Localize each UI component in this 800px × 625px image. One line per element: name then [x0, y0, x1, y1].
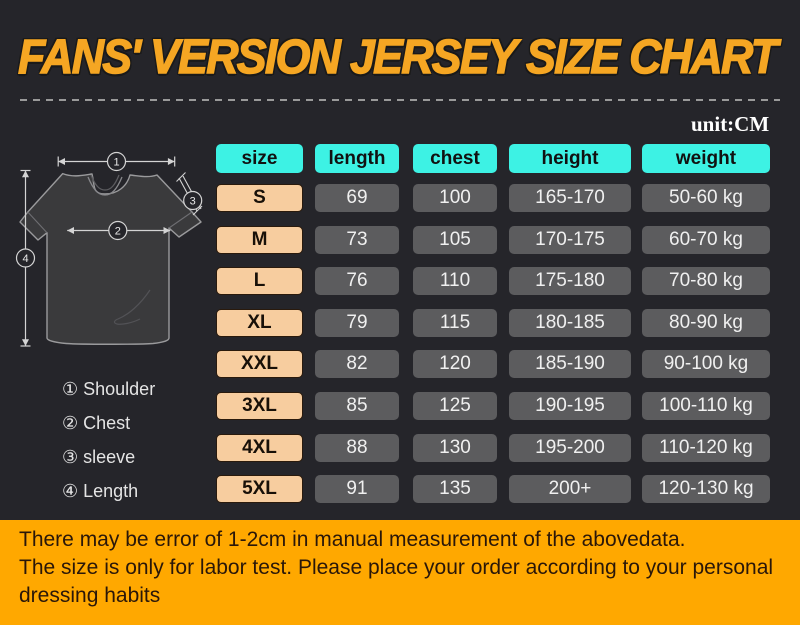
svg-text:4: 4: [22, 253, 28, 265]
svg-text:3: 3: [190, 196, 196, 208]
svg-text:1: 1: [113, 157, 119, 169]
svg-text:2: 2: [115, 226, 121, 238]
